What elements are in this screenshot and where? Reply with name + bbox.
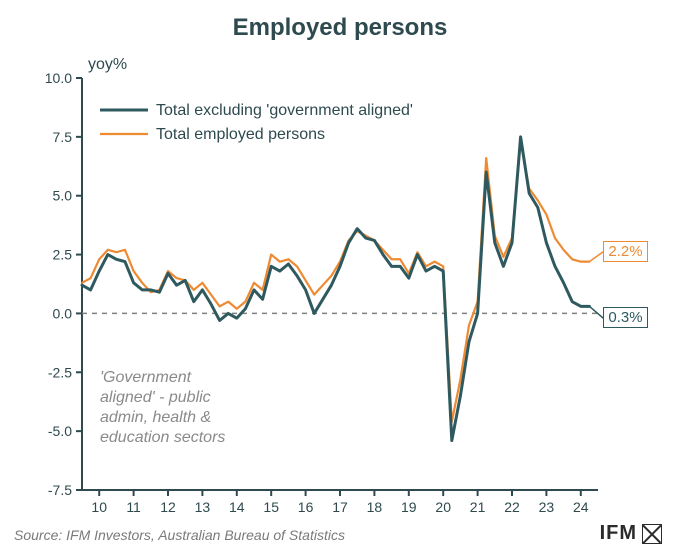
svg-text:15: 15 <box>263 499 279 515</box>
svg-text:2.5: 2.5 <box>53 247 73 263</box>
svg-text:7.5: 7.5 <box>53 129 73 145</box>
svg-text:Total employed persons: Total employed persons <box>156 126 325 143</box>
svg-text:11: 11 <box>126 499 141 515</box>
svg-text:23: 23 <box>539 499 555 515</box>
svg-text:-7.5: -7.5 <box>48 482 72 498</box>
svg-text:0.0: 0.0 <box>53 305 73 321</box>
logo-mark-icon <box>642 524 662 544</box>
svg-text:19: 19 <box>401 499 417 515</box>
svg-text:-2.5: -2.5 <box>48 364 72 380</box>
svg-text:Total excluding 'government al: Total excluding 'government aligned' <box>156 102 413 119</box>
svg-text:16: 16 <box>298 499 314 515</box>
svg-text:21: 21 <box>470 499 486 515</box>
svg-text:17: 17 <box>332 499 348 515</box>
annotation-text: 'Governmentaligned' - publicadmin, healt… <box>100 368 225 448</box>
svg-text:12: 12 <box>160 499 176 515</box>
svg-text:13: 13 <box>195 499 211 515</box>
svg-text:10.0: 10.0 <box>45 70 72 86</box>
chart-svg: -7.5 -5.0 -2.5 0.0 2.5 5.0 7.5 10.0 10 11 12 13 14 15… <box>0 0 680 553</box>
svg-text:20: 20 <box>435 499 451 515</box>
logo-text: IFM <box>600 522 637 545</box>
svg-text:5.0: 5.0 <box>53 188 73 204</box>
svg-text:24: 24 <box>573 499 589 515</box>
svg-text:18: 18 <box>367 499 383 515</box>
svg-text:10: 10 <box>91 499 107 515</box>
source-text: Source: IFM Investors, Australian Bureau… <box>14 527 345 543</box>
end-label-total: 2.2% <box>603 241 647 262</box>
end-label-ex-gov: 0.3% <box>603 307 647 328</box>
svg-text:-5.0: -5.0 <box>48 423 72 439</box>
logo: IFM <box>600 522 662 545</box>
svg-text:22: 22 <box>504 499 520 515</box>
svg-text:14: 14 <box>229 499 245 515</box>
chart-container: Employed persons yoy% -7.5-5.0-2.50.02.5… <box>0 0 680 553</box>
